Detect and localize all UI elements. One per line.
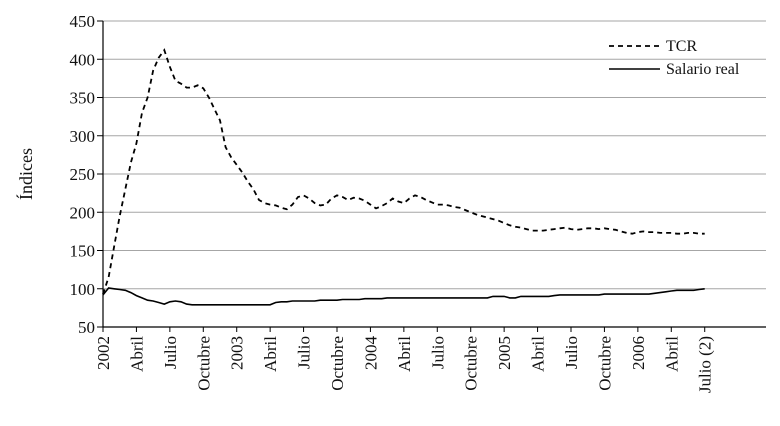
x-tick-label-16: 2006 <box>629 336 648 370</box>
y-tick-label-50: 50 <box>78 318 95 337</box>
series-lines <box>102 48 705 306</box>
x-tick-label-15: Octubre <box>595 336 614 391</box>
x-tick-label-5: Abril <box>261 336 280 372</box>
x-tick-label-10: Julio <box>428 336 447 369</box>
y-axis-title: Índices <box>15 148 36 200</box>
legend: TCR Salario real <box>609 38 740 78</box>
y-tick-label-200: 200 <box>70 203 96 222</box>
y-tick-label-150: 150 <box>70 242 96 261</box>
x-tick-label-2: Julio <box>161 336 180 369</box>
x-tick-label-13: Abril <box>529 336 548 372</box>
legend-label-1: Salario real <box>666 61 740 78</box>
x-tick-label-0: 2002 <box>94 336 113 370</box>
x-tick-label-18: Julio (2) <box>696 336 715 393</box>
y-tick-label-350: 350 <box>70 89 96 108</box>
x-tick-label-7: Octubre <box>328 336 347 391</box>
x-tick-label-14: Julio <box>562 336 581 369</box>
legend-label-0: TCR <box>666 38 697 55</box>
x-tick-label-6: Julio <box>295 336 314 369</box>
y-tick-label-450: 450 <box>70 12 96 31</box>
series-line-tcr <box>102 48 705 295</box>
x-tick-label-17: Abril <box>662 336 681 372</box>
y-tick-label-250: 250 <box>70 165 96 184</box>
tick-labels: 50 100 150 200 250 300 350 400 450 2002 Abril Julio… <box>70 12 715 393</box>
axes <box>97 20 766 332</box>
gridlines <box>103 20 766 290</box>
x-tick-label-8: 2004 <box>361 336 380 371</box>
x-tick-label-11: Octubre <box>462 336 481 391</box>
y-tick-label-300: 300 <box>70 127 96 146</box>
y-tick-label-100: 100 <box>70 280 96 299</box>
x-tick-label-12: 2005 <box>495 336 514 370</box>
x-tick-label-4: 2003 <box>228 336 247 370</box>
series-line-salario-real <box>102 287 705 306</box>
x-tick-label-1: Abril <box>127 336 146 372</box>
y-tick-label-400: 400 <box>70 50 96 69</box>
x-tick-label-3: Octubre <box>194 336 213 391</box>
x-tick-label-9: Abril <box>395 336 414 372</box>
